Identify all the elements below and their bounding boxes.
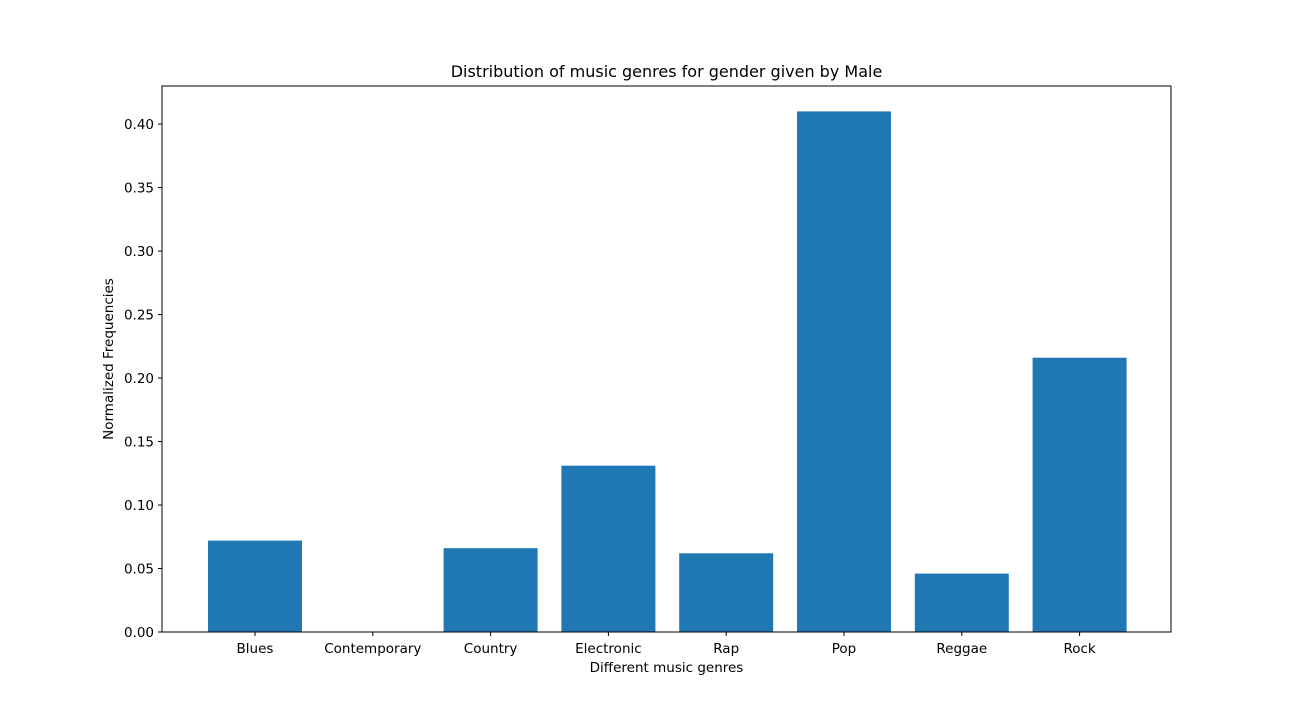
- bar-rock: [1032, 357, 1127, 632]
- y-tick-label: 0.25: [124, 308, 154, 324]
- x-tick-label: Contemporary: [324, 641, 421, 657]
- y-tick-label: 0.10: [124, 498, 154, 514]
- x-tick-label: Rap: [713, 641, 739, 657]
- y-tick-label: 0.20: [124, 371, 154, 387]
- y-tick-label: 0.15: [124, 435, 154, 451]
- bar-electronic: [561, 465, 656, 632]
- y-tick-label: 0.30: [124, 244, 154, 260]
- bars-group: [208, 111, 1127, 633]
- x-tick-label: Country: [464, 641, 518, 657]
- x-tick-label: Reggae: [936, 641, 987, 657]
- bar-rap: [679, 553, 774, 632]
- bar-pop: [797, 111, 891, 633]
- y-axis: 0.00 0.05 0.10 0.15 0.20 0.25 0.30 0.35 0.40: [124, 117, 162, 641]
- bar-country: [443, 548, 538, 632]
- bar-blues: [208, 540, 302, 632]
- x-tick-label: Pop: [832, 641, 857, 657]
- y-tick-label: 0.05: [124, 562, 154, 578]
- x-axis-label: Different music genres: [590, 660, 744, 676]
- x-axis: Blues Contemporary Country Electronic Rap Pop…: [237, 632, 1096, 657]
- y-tick-label: 0.00: [124, 625, 154, 641]
- plot-frame: [161, 85, 1172, 633]
- x-tick-label: Rock: [1063, 641, 1095, 657]
- bar-reggae: [914, 573, 1009, 632]
- y-tick-label: 0.35: [124, 181, 154, 197]
- x-tick-label: Blues: [237, 641, 274, 657]
- y-axis-label: Normalized Frequencies: [101, 278, 117, 440]
- y-tick-label: 0.40: [124, 117, 154, 133]
- x-tick-label: Electronic: [575, 641, 642, 657]
- chart-title: Distribution of music genres for gender …: [451, 62, 883, 81]
